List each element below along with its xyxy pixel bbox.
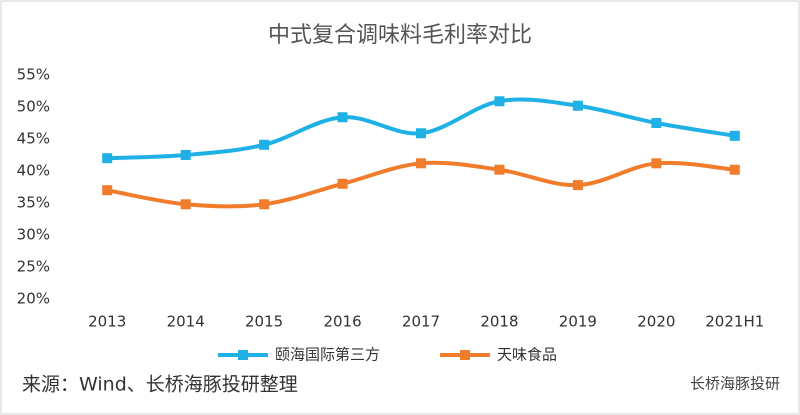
- source-note: 来源：Wind、长桥海豚投研整理: [22, 374, 298, 396]
- legend-label: 天味食品: [497, 346, 557, 364]
- x-tick-label: 2018: [480, 313, 518, 331]
- x-tick-label: 2016: [323, 313, 361, 331]
- data-point: [651, 118, 662, 128]
- legend-label: 颐海国际第三方: [275, 346, 380, 364]
- data-point: [180, 199, 191, 210]
- data-point: [572, 180, 583, 191]
- data-point: [102, 153, 113, 164]
- watermark: 长桥海豚投研: [690, 375, 780, 393]
- data-point: [259, 139, 270, 150]
- x-tick-label: 2013: [88, 313, 126, 331]
- x-tick-label: 2020: [637, 313, 675, 331]
- data-point: [102, 185, 113, 196]
- data-point: [337, 112, 348, 123]
- data-point: [572, 100, 583, 111]
- y-tick-label: 55%: [17, 66, 50, 84]
- y-tick-label: 30%: [17, 226, 50, 244]
- x-tick-label: 2019: [559, 313, 597, 331]
- data-point: [729, 130, 740, 141]
- x-tick-label: 2017: [402, 313, 440, 331]
- data-point: [494, 164, 505, 175]
- data-point: [729, 164, 740, 175]
- y-tick-label: 20%: [17, 290, 50, 308]
- data-point: [337, 178, 348, 189]
- data-point: [494, 96, 505, 107]
- data-point: [180, 150, 191, 160]
- y-tick-label: 25%: [17, 258, 50, 276]
- x-tick-label: 2021H1: [705, 313, 764, 331]
- x-tick-label: 2015: [245, 313, 283, 331]
- x-tick-label: 2014: [167, 313, 205, 331]
- data-point: [416, 158, 426, 169]
- data-point: [416, 128, 426, 139]
- y-tick-label: 50%: [17, 98, 50, 116]
- legend-marker: [238, 350, 248, 360]
- data-point: [259, 199, 270, 210]
- data-point: [651, 158, 662, 169]
- y-tick-label: 40%: [17, 162, 50, 180]
- y-tick-label: 45%: [17, 130, 50, 148]
- chart-title: 中式复合调味料毛利率对比: [268, 23, 532, 48]
- legend-marker: [460, 350, 470, 360]
- y-tick-label: 35%: [17, 194, 50, 212]
